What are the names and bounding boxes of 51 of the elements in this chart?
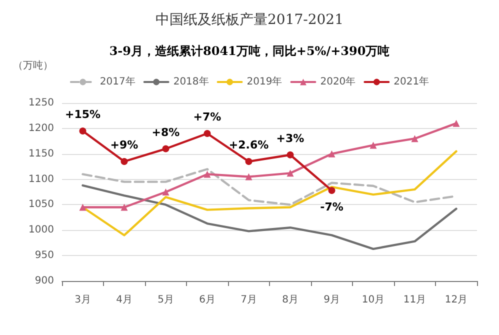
point [204,170,211,178]
x-tick-label: 8月 [282,294,298,306]
point [79,204,86,211]
y-tick-label: 1100 [28,174,54,185]
y-tick-label: 1050 [28,199,54,210]
point [204,130,211,138]
point [328,186,336,194]
y-tick-label: 1250 [28,98,54,108]
point [286,170,294,177]
legend-label: 2020年 [320,76,356,88]
point [120,204,128,211]
point [120,158,128,165]
legend-label: 2018年 [173,76,209,88]
point [162,145,170,152]
annotation: +9% [110,138,138,152]
point [411,135,418,142]
x-tick-label: 12月 [444,294,468,306]
legend-label: 2017年 [100,76,136,88]
y-axis-title: （万吨） [13,60,53,72]
point [79,127,86,134]
annotation: +15% [64,108,101,121]
point [328,150,336,158]
y-tick-label: 900 [34,276,54,286]
x-tick-label: 9月 [324,294,340,306]
point [162,188,170,196]
chart-subtitle: 3-9月，造纸累计8041万吨，同比+5%/+390万吨 [109,44,390,58]
x-tick-label: 7月 [240,294,257,306]
chart-title: 中国纸及纸板产量2017-2021 [156,12,344,28]
annotation: +2.6% [228,138,269,152]
point [245,173,252,180]
x-tick-label: 10月 [362,294,385,306]
point [245,158,252,165]
legend-label: 2019年 [246,76,282,88]
x-tick-label: 4月 [116,294,132,306]
annotation: +7% [193,110,222,124]
x-tick-label: 11月 [403,294,426,306]
line-series [82,184,458,250]
annotation: +3% [276,132,304,145]
y-tick-label: 1000 [28,224,54,236]
x-tick-label: 5月 [158,294,174,306]
annotation: +8% [152,126,180,139]
y-tick-label: 1150 [28,148,54,160]
point [452,120,460,127]
x-tick-label: 6月 [199,294,216,306]
annotation: -7% [320,200,344,214]
y-tick-label: 950 [34,250,54,262]
point [370,142,377,149]
legend-label: 2021年 [394,76,430,88]
y-tick-label: 1200 [28,122,54,134]
x-tick-label: 3月 [74,294,91,306]
point [286,151,294,158]
